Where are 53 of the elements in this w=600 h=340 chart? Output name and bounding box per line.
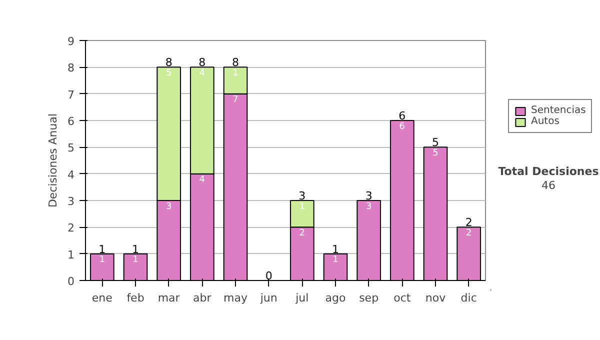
data-label: 1 — [132, 255, 138, 266]
total-label: 6 — [398, 110, 406, 122]
total-label: 8 — [198, 56, 206, 70]
text: 46 — [542, 179, 556, 192]
total-label: 8 — [232, 56, 239, 70]
y-tick-label: 7 — [68, 88, 74, 102]
x-tick-label: ago — [325, 292, 346, 304]
x-tick-label: dic — [460, 292, 477, 304]
total-label: 1 — [98, 242, 106, 256]
y-tick-label: 5 — [68, 142, 74, 155]
y-tick-label: 0 — [68, 275, 74, 288]
x-tick-label: may — [224, 292, 248, 304]
data-label: 1 — [99, 255, 106, 266]
total-label: 1 — [132, 242, 139, 256]
data-label: 4 — [199, 68, 206, 78]
y-tick-label: 3 — [68, 195, 74, 208]
legend-label: Autos — [531, 116, 560, 127]
total-label: 3 — [298, 190, 306, 202]
total-label: 1 — [332, 242, 339, 256]
y-tick-label: 6 — [68, 115, 74, 128]
total-label: 5 — [432, 136, 439, 150]
total-label: 3 — [365, 190, 372, 202]
data-label: 7 — [232, 95, 238, 106]
data-label: 2 — [299, 228, 306, 238]
data-label: 5 — [166, 68, 172, 78]
y-tick-label: 4 — [68, 168, 74, 182]
x-tick-label: abr — [193, 292, 212, 304]
data-label: 2 — [466, 228, 472, 238]
x-tick-label: sep — [359, 292, 379, 304]
y-axis-title: Decisiones Anual — [46, 113, 60, 208]
x-tick-label: oct — [394, 292, 412, 304]
x-tick-label: jun — [259, 292, 278, 304]
x-tick-label: nov — [425, 292, 446, 304]
data-label: 4 — [199, 175, 206, 186]
data-label: 6 — [399, 122, 406, 132]
data-label: 1 — [232, 68, 238, 78]
legend-label: Sentencias — [531, 105, 586, 116]
total-label: 8 — [165, 56, 172, 70]
data-label: 3 — [366, 202, 372, 212]
x-tick-label: feb — [126, 292, 144, 304]
x-tick-label: ene — [92, 292, 113, 304]
x-tick-label: jul — [294, 292, 309, 304]
total-label: 2 — [465, 216, 472, 230]
y-tick-label: 1 — [68, 248, 74, 262]
y-tick-label: 8 — [68, 62, 74, 75]
x-tick-label: mar — [158, 292, 180, 304]
data-label: 1 — [332, 255, 338, 266]
data-label: 5 — [432, 148, 438, 158]
text: Total Decisiones — [498, 164, 600, 178]
data-label: 1 — [299, 202, 306, 212]
y-tick-label: 9 — [68, 35, 74, 48]
data-label: 3 — [166, 202, 172, 212]
y-tick-label: 2 — [68, 222, 74, 235]
